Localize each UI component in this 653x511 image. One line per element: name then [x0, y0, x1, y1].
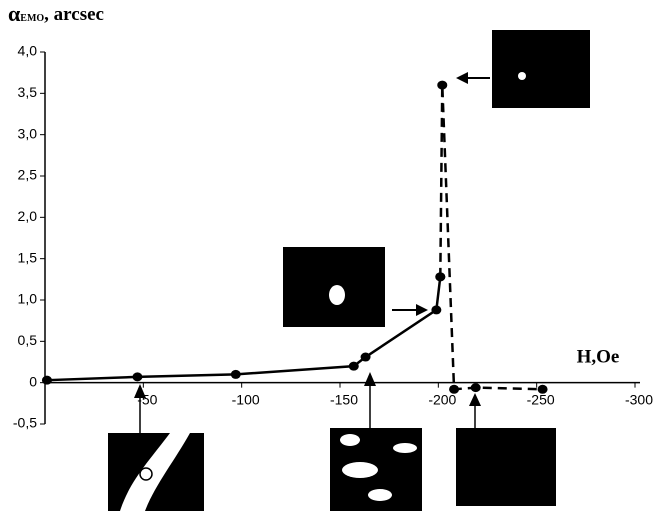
point: [42, 376, 52, 385]
point: [431, 305, 441, 314]
y-tick-label: -0,5: [13, 415, 37, 431]
y-tick-label: 1,5: [18, 249, 38, 265]
insets: [108, 30, 590, 511]
point: [435, 272, 445, 281]
x-tick-label: -100: [232, 391, 260, 407]
y-tick-label: 2,0: [18, 208, 38, 224]
point: [437, 81, 447, 90]
y-tick-label: 2,5: [18, 167, 38, 183]
point: [349, 362, 359, 371]
point: [231, 370, 241, 379]
point: [471, 383, 481, 392]
point: [361, 353, 371, 362]
y-tick-label: 0: [29, 373, 37, 389]
x-tick-label: -300: [625, 391, 653, 407]
x-tick-label: -150: [330, 391, 358, 407]
y-tick-label: 4,0: [18, 43, 38, 59]
point: [449, 385, 459, 394]
x-tick-label: -250: [527, 391, 555, 407]
y-axis-label: αEMO, arcsec: [8, 1, 104, 26]
x-tick-label: -50: [137, 391, 157, 407]
point: [538, 385, 548, 394]
y-tick-label: 3,5: [18, 84, 38, 100]
y-tick-label: 3,0: [18, 125, 38, 141]
x-axis-label: H,Oe: [577, 346, 620, 367]
chart: αEMO, arcsec H,Oe -0,5 0 0,5 1,0 1,5 2,0 2,5 3,…: [0, 0, 653, 511]
point: [132, 372, 142, 381]
y-tick-label: 0,5: [18, 332, 38, 348]
y-tick-label: 1,0: [18, 291, 38, 307]
x-tick-label: -200: [428, 391, 456, 407]
line: [440, 85, 542, 389]
